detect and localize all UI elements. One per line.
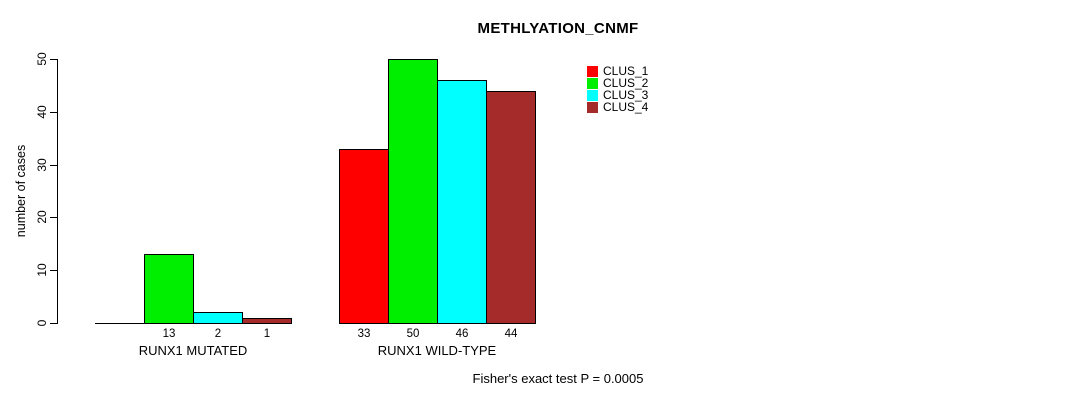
annotation-text: Fisher's exact test P = 0.0005 (472, 371, 644, 386)
y-axis-tick-label-text: 30 (35, 157, 49, 172)
bar-value-label: 50 (406, 328, 420, 340)
chart-title: METHLYATION_CNMF (477, 20, 639, 37)
legend-swatch-icon (587, 65, 598, 77)
bar-value-label: 2 (214, 328, 222, 340)
bar-value-label: 33 (357, 328, 371, 340)
bar-clus_3 (437, 80, 487, 324)
legend-label: CLUS_2 (603, 76, 649, 90)
y-axis-tick-label-text: 40 (35, 105, 49, 119)
bar-value-label: 13 (162, 328, 176, 340)
legend-label: CLUS_3 (603, 88, 649, 102)
x-group-label: RUNX1 MUTATED (138, 343, 248, 358)
bar-clus_3 (193, 312, 243, 324)
bar-clus_4 (486, 90, 536, 324)
bar-value-label: 1 (263, 328, 271, 340)
legend-swatch-icon (587, 101, 598, 113)
bar-value-label: 44 (504, 328, 518, 340)
legend-swatch-icon (587, 89, 598, 101)
y-axis-tick-label-text: 0 (35, 319, 49, 327)
bar-clus_1 (339, 148, 389, 324)
bar-clus_4 (242, 317, 292, 324)
y-axis-tick-label-text: 10 (35, 263, 49, 277)
bar-clus_1-zero (95, 323, 145, 324)
legend-label: CLUS_1 (603, 64, 649, 78)
y-axis-tick-label-text: 20 (35, 210, 49, 225)
legend-item-clus_3: CLUS_3 (587, 89, 648, 101)
legend-swatch-icon (587, 77, 598, 89)
legend-item-clus_2: CLUS_2 (587, 77, 648, 89)
legend: CLUS_1 CLUS_2 CLUS_3 CLUS_4 (587, 65, 648, 113)
bar-value-label: 46 (455, 328, 469, 340)
y-axis-tick-label-text: 50 (35, 52, 49, 66)
legend-label: CLUS_4 (603, 100, 649, 114)
y-axis-title-text: number of cases (14, 144, 28, 238)
x-group-label: RUNX1 WILD-TYPE (377, 343, 497, 358)
y-axis-tick (50, 164, 58, 166)
bar-clus_2 (144, 254, 194, 324)
legend-item-clus_4: CLUS_4 (587, 101, 648, 113)
y-axis-line (57, 59, 58, 324)
y-axis-tick (50, 217, 58, 219)
bar-clus_2 (388, 59, 438, 324)
y-axis-tick (50, 323, 58, 324)
legend-item-clus_1: CLUS_1 (587, 65, 648, 77)
y-axis-tick (50, 59, 58, 60)
y-axis-tick (50, 270, 58, 272)
y-axis-tick (50, 111, 58, 113)
